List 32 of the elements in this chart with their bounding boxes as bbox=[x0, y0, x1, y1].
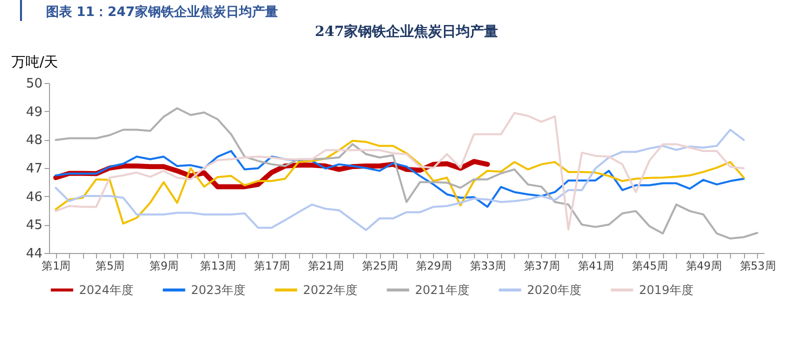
x-tick-label: 第9周 bbox=[150, 260, 179, 272]
x-tick-label: 第13周 bbox=[200, 260, 236, 272]
x-tick-label: 第53周 bbox=[740, 260, 776, 272]
legend-label: 2020年度 bbox=[527, 283, 582, 297]
legend-label: 2022年度 bbox=[303, 283, 358, 297]
x-tick-label: 第37周 bbox=[524, 260, 560, 272]
y-tick-label: 44 bbox=[26, 246, 42, 262]
y-tick-label: 48 bbox=[26, 133, 42, 148]
legend-label: 2023年度 bbox=[191, 283, 246, 297]
x-tick-label: 第21周 bbox=[308, 260, 344, 272]
chart-title: 247家钢铁企业焦炭日均产量 bbox=[314, 23, 498, 40]
x-tick-label: 第1周 bbox=[42, 260, 71, 272]
line-series bbox=[54, 140, 745, 225]
y-tick-label: 46 bbox=[26, 190, 42, 205]
y-axis-title: 万吨/天 bbox=[12, 54, 58, 70]
x-tick-label: 第17周 bbox=[254, 260, 290, 272]
y-tick-label: 47 bbox=[26, 162, 42, 176]
x-tick-label: 第5周 bbox=[96, 260, 125, 272]
line-series bbox=[54, 150, 745, 208]
text: 图表 11：247家钢铁企业焦炭日均产量 bbox=[20, 0, 800, 21]
y-tick-label: 50 bbox=[26, 76, 42, 92]
x-tick-label: 第45周 bbox=[632, 260, 668, 272]
legend-label: 2021年度 bbox=[415, 283, 470, 297]
x-tick-label: 第41周 bbox=[578, 260, 614, 272]
x-tick-label: 第29周 bbox=[416, 260, 452, 272]
y-tick-label: 49 bbox=[26, 104, 42, 120]
x-tick-label: 第33周 bbox=[470, 260, 506, 272]
legend-label: 2024年度 bbox=[79, 283, 134, 297]
y-tick-label: 45 bbox=[26, 218, 42, 234]
x-tick-label: 第49周 bbox=[686, 260, 722, 272]
x-tick-label: 第25周 bbox=[362, 260, 398, 272]
legend-label: 2019年度 bbox=[639, 283, 694, 297]
